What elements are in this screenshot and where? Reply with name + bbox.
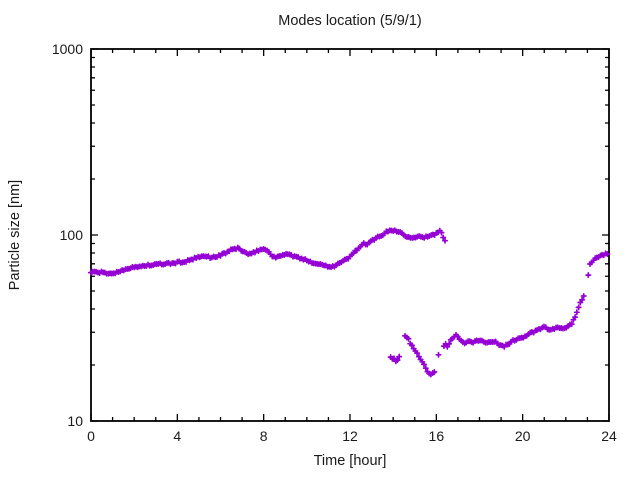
plot-frame <box>90 48 610 422</box>
y-tick-label: 10 <box>67 413 83 429</box>
chart-title: Modes location (5/9/1) <box>278 13 422 29</box>
y-tick-label: 100 <box>60 227 84 243</box>
x-tick-label: 8 <box>260 428 268 444</box>
axis-ticks <box>90 48 610 422</box>
x-tick-label: 16 <box>429 428 445 444</box>
x-tick-label: 24 <box>601 428 617 444</box>
x-axis-label: Time [hour] <box>313 453 387 469</box>
x-tick-label: 20 <box>515 428 531 444</box>
series-mode-1-large-particles-points <box>87 227 449 277</box>
x-tick-label: 12 <box>342 428 358 444</box>
x-tick-label: 0 <box>87 428 95 444</box>
y-tick-label: 1000 <box>52 41 83 57</box>
series-mode-2-small-particles-points <box>387 250 611 378</box>
x-tick-label: 4 <box>173 428 181 444</box>
